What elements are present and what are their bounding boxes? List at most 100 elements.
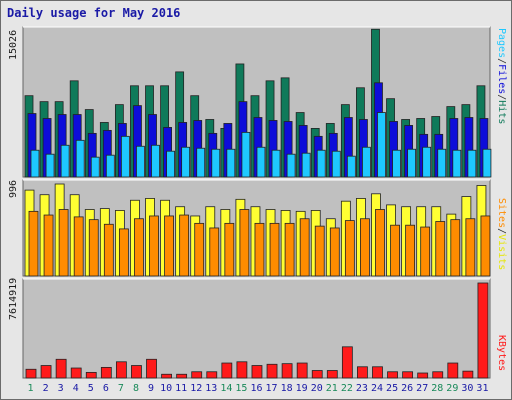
- sites-bar-11: [179, 214, 190, 277]
- pages-bar-28: [437, 148, 447, 178]
- x-tick-label-30: 30: [461, 383, 474, 394]
- bottom-panel: [22, 278, 491, 379]
- x-tick-label-31: 31: [476, 383, 489, 394]
- pages-bar-10: [166, 150, 175, 178]
- sites-bar-24: [375, 209, 385, 277]
- pages-bar-16: [256, 146, 266, 178]
- pages-bar-5: [90, 156, 100, 178]
- kbytes-bar-13: [206, 371, 218, 379]
- pages-bar-21: [331, 150, 341, 178]
- x-tick-label-26: 26: [401, 383, 414, 394]
- pages-bar-11: [181, 146, 191, 178]
- pages-bar-7: [120, 135, 130, 178]
- x-tick-label-7: 7: [117, 383, 124, 394]
- sites-bar-6: [103, 223, 114, 277]
- pages-bar-20: [316, 149, 326, 178]
- legend-hits: Hits: [496, 100, 507, 125]
- kbytes-bar-11: [176, 373, 188, 379]
- legend-files: Files: [496, 64, 507, 95]
- sites-bar-21: [329, 227, 340, 277]
- sites-bar-18: [284, 222, 295, 277]
- x-tick-label-29: 29: [446, 383, 459, 394]
- kbytes-bar-5: [85, 371, 97, 379]
- sites-bar-1: [28, 210, 39, 277]
- kbytes-bar-29: [447, 362, 459, 379]
- pages-bar-27: [422, 146, 432, 178]
- kbytes-bar-21: [326, 370, 338, 379]
- kbytes-bar-16: [251, 365, 263, 379]
- legend-kbytes: KBytes: [496, 335, 507, 372]
- x-tick-label-9: 9: [148, 383, 155, 394]
- x-tick-label-27: 27: [416, 383, 429, 394]
- kbytes-bar-15: [236, 361, 248, 379]
- sites-bar-5: [88, 219, 99, 277]
- x-tick-label-11: 11: [175, 383, 188, 394]
- kbytes-bar-6: [100, 366, 112, 379]
- kbytes-bar-14: [221, 362, 233, 379]
- kbytes-bar-26: [402, 371, 414, 379]
- sites-bar-31: [480, 215, 491, 277]
- pages-bar-13: [211, 148, 221, 178]
- sites-bar-23: [360, 218, 370, 277]
- kbytes-bar-17: [266, 363, 278, 379]
- kbytes-bar-8: [131, 365, 142, 379]
- kbytes-bar-28: [432, 371, 444, 379]
- x-tick-label-24: 24: [370, 383, 384, 394]
- sites-bar-10: [164, 215, 174, 277]
- pages-bar-17: [271, 149, 281, 178]
- kbytes-bar-23: [357, 366, 368, 379]
- pages-bar-29: [452, 149, 462, 178]
- legend-sites: Sites: [496, 198, 507, 229]
- x-tick-label-18: 18: [280, 383, 293, 394]
- pages-bar-4: [75, 139, 85, 178]
- pages-bar-14: [226, 148, 236, 178]
- x-tick-label-13: 13: [205, 383, 218, 394]
- sites-bar-20: [314, 225, 325, 277]
- x-tick-label-22: 22: [340, 383, 353, 394]
- kbytes-bar-19: [296, 362, 308, 379]
- x-tick-label-21: 21: [325, 383, 338, 394]
- x-tick-label-19: 19: [295, 383, 308, 394]
- kbytes-bar-9: [146, 358, 157, 379]
- pages-bar-23: [362, 146, 371, 178]
- pages-bar-2: [45, 153, 55, 178]
- kbytes-bar-22: [341, 346, 353, 379]
- pages-bar-6: [105, 154, 115, 178]
- kbytes-bar-12: [191, 371, 203, 379]
- sites-bar-14: [224, 222, 235, 277]
- kbytes-bar-4: [70, 367, 82, 379]
- pages-bar-9: [151, 144, 160, 178]
- sites-bar-15: [239, 209, 250, 277]
- x-tick-label-14: 14: [220, 383, 233, 394]
- x-tick-label-10: 10: [160, 383, 173, 394]
- kbytes-bar-31: [477, 282, 489, 379]
- top-ymax-label: 15026: [8, 29, 19, 60]
- sites-bar-27: [420, 226, 431, 277]
- kbytes-bar-24: [372, 366, 383, 379]
- kbytes-bar-30: [462, 370, 474, 379]
- pages-bar-18: [286, 153, 296, 178]
- x-tick-label-25: 25: [386, 383, 399, 394]
- pages-bar-30: [467, 149, 477, 178]
- kbytes-bar-27: [417, 372, 429, 379]
- kbytes-bar-10: [161, 373, 172, 379]
- kbytes-bar-1: [25, 368, 37, 379]
- sites-bar-26: [405, 224, 416, 277]
- legend-sites-visits: Sites/Visits: [496, 198, 507, 271]
- pages-bar-8: [136, 145, 145, 178]
- sites-bar-13: [209, 227, 220, 277]
- kbytes-bar-18: [281, 363, 293, 379]
- sites-bar-12: [194, 222, 205, 277]
- legend-pages: Pages: [496, 28, 507, 59]
- legend-hits-label: Pages/Files/Hits: [496, 28, 507, 125]
- pages-bar-25: [392, 149, 401, 178]
- kbytes-bar-2: [40, 365, 52, 379]
- pages-bar-15: [241, 131, 251, 178]
- pages-bar-19: [301, 152, 311, 178]
- pages-bar-12: [196, 147, 206, 178]
- x-tick-label-17: 17: [265, 383, 278, 394]
- x-tick-label-5: 5: [87, 383, 94, 394]
- x-tick-label-23: 23: [355, 383, 368, 394]
- sites-bar-25: [390, 224, 400, 277]
- pages-bar-31: [482, 148, 492, 178]
